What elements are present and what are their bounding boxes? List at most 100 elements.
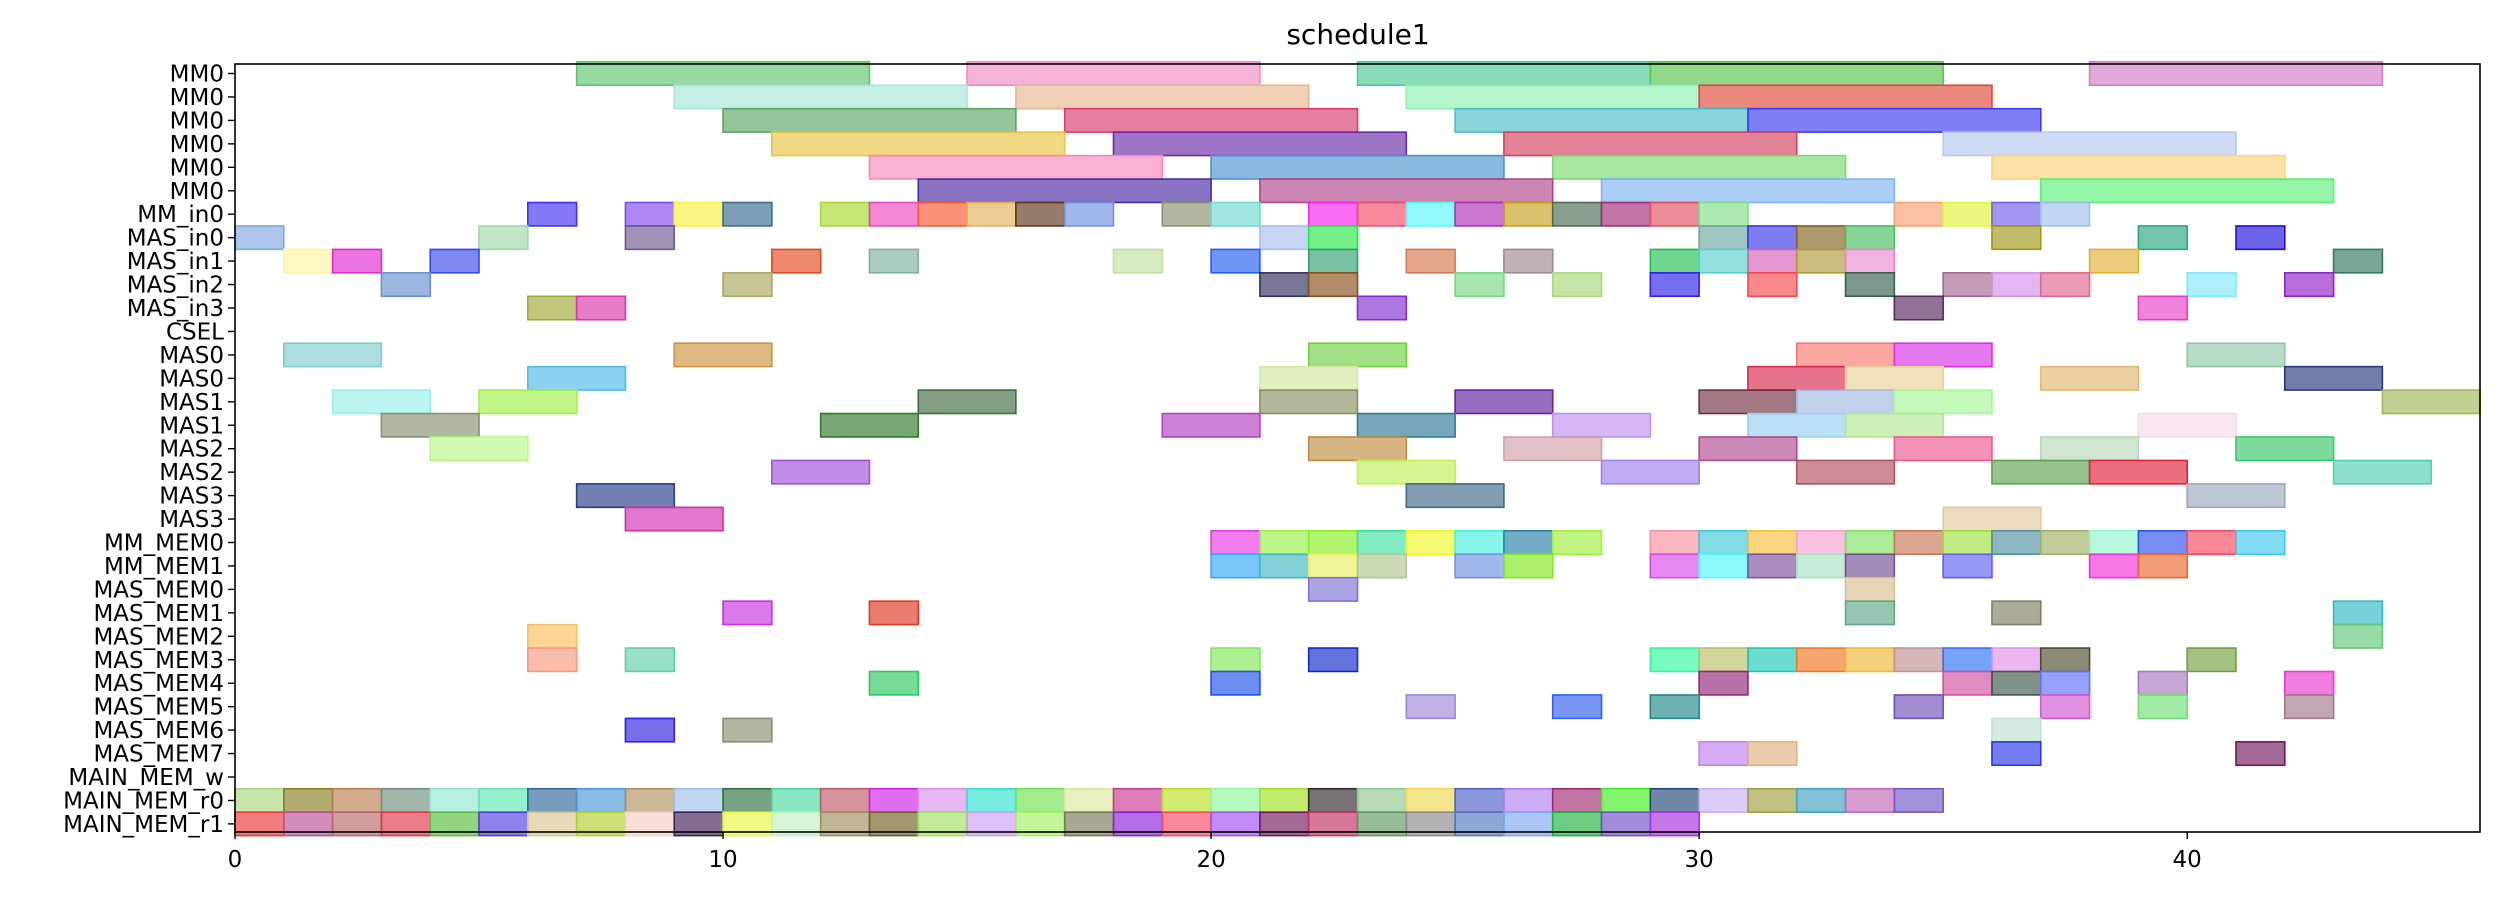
task-bar [1747, 412, 1847, 438]
task-bar [2186, 342, 2286, 368]
task-bar [1698, 84, 1993, 110]
task-bar [1551, 412, 1652, 438]
x-tick-label: 20 [1196, 847, 1225, 873]
task-bar [1991, 741, 2042, 767]
task-bar [1454, 389, 1554, 415]
task-bar [917, 787, 968, 813]
y-tick-label: MAS2 [159, 437, 224, 463]
task-bar [1210, 647, 1261, 673]
task-bar [380, 412, 480, 438]
task-bar [1698, 529, 1749, 555]
task-bar [234, 787, 285, 813]
task-bar [1551, 154, 1847, 180]
task-bar [1551, 694, 1603, 720]
task-bar [1015, 201, 1066, 227]
task-bar [1551, 529, 1603, 555]
y-tick-label: MM_MEM0 [104, 531, 224, 557]
task-bar [917, 201, 968, 227]
y-axis: MM0MM0MM0MM0MM0MM0MM_in0MAS_in0MAS_in1MA… [63, 62, 235, 838]
task-bar [868, 670, 920, 696]
task-bar [2186, 529, 2237, 555]
task-bar [1210, 248, 1261, 274]
task-bar [1600, 459, 1700, 485]
task-bar [478, 389, 578, 415]
task-bar [1259, 389, 1359, 415]
task-bar [2088, 248, 2140, 274]
task-bar [1795, 553, 1847, 579]
task-bar [1942, 506, 2042, 532]
task-bar [1991, 717, 2042, 743]
x-tick-label: 30 [1684, 847, 1713, 873]
task-bar [1698, 436, 1798, 462]
task-bar [1063, 201, 1115, 227]
task-bar [1893, 647, 1944, 673]
task-bar [1649, 694, 1700, 720]
y-tick-label: MAS2 [159, 460, 224, 486]
task-bar [1259, 225, 1310, 251]
task-bar [1649, 811, 1700, 837]
task-bar [527, 201, 578, 227]
task-bar [1405, 694, 1456, 720]
task-bar [1503, 553, 1554, 579]
task-bar [1161, 201, 1212, 227]
task-bar [1307, 576, 1359, 602]
task-bar [1503, 436, 1603, 462]
task-bar [722, 717, 773, 743]
task-bar [2283, 694, 2335, 720]
task-bar [1307, 553, 1359, 579]
task-bar [1356, 412, 1456, 438]
task-bar [966, 60, 1261, 86]
task-bars [234, 60, 2481, 837]
task-bar [2283, 365, 2384, 391]
task-bar [1747, 365, 1847, 391]
task-bar [1747, 248, 1798, 274]
task-bar [2039, 436, 2140, 462]
task-bar [1112, 248, 1164, 274]
task-bar [1698, 248, 1749, 274]
task-bar [673, 201, 724, 227]
task-bar [1649, 787, 1700, 813]
task-bar [673, 342, 773, 368]
task-bar [2332, 459, 2432, 485]
task-bar [2039, 178, 2335, 204]
task-bar [234, 225, 285, 251]
task-bar [1210, 553, 1261, 579]
task-bar [1454, 272, 1505, 298]
task-bar [722, 107, 1017, 133]
task-bar [1649, 647, 1700, 673]
task-bar [2332, 248, 2384, 274]
task-bar [575, 787, 627, 813]
task-bar [2332, 623, 2384, 649]
task-bar [1356, 787, 1408, 813]
task-bar [429, 248, 480, 274]
task-bar [1454, 553, 1505, 579]
task-bar [1259, 553, 1310, 579]
task-bar [722, 787, 773, 813]
task-bar [1112, 787, 1164, 813]
task-bar [819, 412, 920, 438]
task-bar [1942, 529, 1993, 555]
task-bar [673, 787, 724, 813]
task-bar [1991, 600, 2042, 626]
task-bar [1942, 553, 1993, 579]
task-bar [1503, 248, 1554, 274]
y-tick-label: MAIN_MEM_r1 [63, 812, 224, 838]
task-bar [1991, 154, 2286, 180]
task-bar [1991, 459, 2091, 485]
task-bar [1991, 272, 2042, 298]
task-bar [1307, 436, 1408, 462]
task-bar [1991, 225, 2042, 251]
task-bar [1454, 787, 1505, 813]
task-bar [1893, 201, 1944, 227]
y-tick-label: MM0 [170, 62, 224, 88]
y-tick-label: MAS_in0 [127, 226, 224, 252]
task-bar [868, 248, 920, 274]
y-tick-label: MM_MEM1 [104, 554, 224, 580]
task-bar [575, 483, 676, 509]
task-bar [1307, 787, 1359, 813]
y-tick-label: MAS1 [159, 390, 224, 416]
task-bar [1649, 553, 1700, 579]
task-bar [1649, 529, 1700, 555]
task-bar [478, 787, 529, 813]
y-tick-label: MM0 [170, 132, 224, 158]
